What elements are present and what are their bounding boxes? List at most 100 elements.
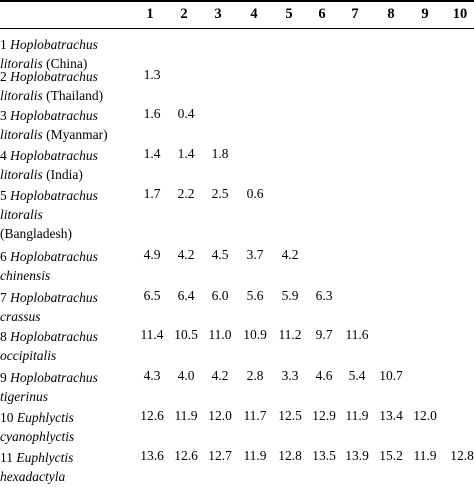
genus-name: Hoplobatrachus [10,37,98,52]
column-header: 3 [214,6,222,22]
row-number: 8 [0,329,11,344]
genus-name: Euphlyctis [16,450,74,465]
distance-value: 6.4 [177,288,195,303]
distance-value: 4.2 [281,247,299,262]
species-name: tigerinus [0,389,49,404]
column-header: 4 [250,6,258,22]
distance-value: 1.4 [177,146,195,161]
species-label: 5 Hoplobatrachus litoralis (Bangladesh) [0,186,136,243]
genus-name: Hoplobatrachus [10,249,98,264]
distance-value: 2.2 [177,186,195,201]
table-top-rule [0,0,474,2]
distance-value: 10.5 [174,327,198,342]
row-number: 7 [0,290,11,305]
row-number: 2 [0,69,11,84]
distance-value: 13.4 [379,408,403,423]
distance-value: 10.9 [243,327,267,342]
species-label: 3 Hoplobatrachus litoralis (Myanmar) [0,106,136,144]
species-label: 9 Hoplobatrachus tigerinus [0,368,136,406]
distance-value: 12.6 [140,408,164,423]
locality: (China) [46,56,88,71]
distance-value: 1.6 [143,106,161,121]
species-name: litoralis [0,56,43,71]
species-label: 2 Hoplobatrachus litoralis (Thailand) [0,67,136,105]
column-header: 8 [387,6,395,22]
distance-value: 11.2 [278,327,302,342]
locality: (Bangladesh) [0,226,72,241]
genus-name: Euphlyctis [16,410,74,425]
row-number: 5 [0,188,11,203]
distance-value: 0.4 [177,106,195,121]
distance-value: 6.0 [211,288,229,303]
species-label: 8 Hoplobatrachus occipitalis [0,327,136,365]
species-name: occipitalis [0,348,57,363]
genus-name: Hoplobatrachus [10,290,98,305]
distance-value: 11.9 [413,448,437,463]
distance-value: 11.9 [174,408,198,423]
distance-value: 4.5 [211,247,229,262]
distance-value: 11.6 [345,327,369,342]
species-name: litoralis [0,207,43,222]
distance-value: 12.8 [450,448,474,463]
locality: (Thailand) [46,88,104,103]
distance-value: 5.9 [281,288,299,303]
locality: (India) [46,167,83,182]
distance-value: 5.4 [348,368,366,383]
distance-value: 13.9 [345,448,369,463]
row-number: 6 [0,249,11,264]
genus-name: Hoplobatrachus [10,69,98,84]
species-name: litoralis [0,127,43,142]
distance-value: 12.8 [278,448,302,463]
distance-value: 4.6 [315,368,333,383]
genus-name: Hoplobatrachus [10,188,98,203]
distance-value: 1.4 [143,146,161,161]
distance-value: 2.8 [246,368,264,383]
species-label: 7 Hoplobatrachus crassus [0,288,136,326]
distance-value: 1.8 [211,146,229,161]
distance-value: 6.5 [143,288,161,303]
distance-value: 12.0 [208,408,232,423]
column-header: 9 [421,6,429,22]
row-number: 4 [0,148,11,163]
species-name: chinensis [0,268,51,283]
column-header: 2 [180,6,188,22]
row-number: 9 [0,370,11,385]
species-label: 11 Euphlyctis hexadactyla [0,448,136,486]
genus-name: Hoplobatrachus [10,329,98,344]
distance-value: 13.6 [140,448,164,463]
row-number: 1 [0,37,11,52]
row-number: 3 [0,108,11,123]
column-header: 5 [285,6,293,22]
distance-value: 15.2 [379,448,403,463]
species-label: 6 Hoplobatrachus chinensis [0,247,136,285]
species-name: hexadactyla [0,469,66,484]
species-label: 1 Hoplobatrachus litoralis (China) [0,35,136,73]
column-header: 7 [351,6,359,22]
species-name: litoralis [0,88,43,103]
distance-value: 6.3 [315,288,333,303]
distance-value: 3.7 [246,247,264,262]
distance-value: 13.5 [312,448,336,463]
distance-value: 4.9 [143,247,161,262]
distance-value: 12.5 [278,408,302,423]
distance-value: 0.6 [246,186,264,201]
distance-value: 1.7 [143,186,161,201]
locality: (Myanmar) [46,127,108,142]
distance-value: 11.9 [345,408,369,423]
distance-value: 12.7 [208,448,232,463]
species-name: litoralis [0,167,43,182]
distance-value: 11.4 [140,327,164,342]
row-number: 10 [0,410,17,425]
distance-value: 4.2 [211,368,229,383]
distance-value: 4.0 [177,368,195,383]
species-name: crassus [0,309,41,324]
genus-name: Hoplobatrachus [10,108,98,123]
genus-name: Hoplobatrachus [10,370,98,385]
species-label: 10 Euphlyctis cyanophlyctis [0,408,136,446]
column-header: 6 [318,6,326,22]
distance-value: 3.3 [281,368,299,383]
distance-value: 5.6 [246,288,264,303]
distance-value: 1.3 [143,67,161,82]
distance-value: 12.6 [174,448,198,463]
genus-name: Hoplobatrachus [10,148,98,163]
